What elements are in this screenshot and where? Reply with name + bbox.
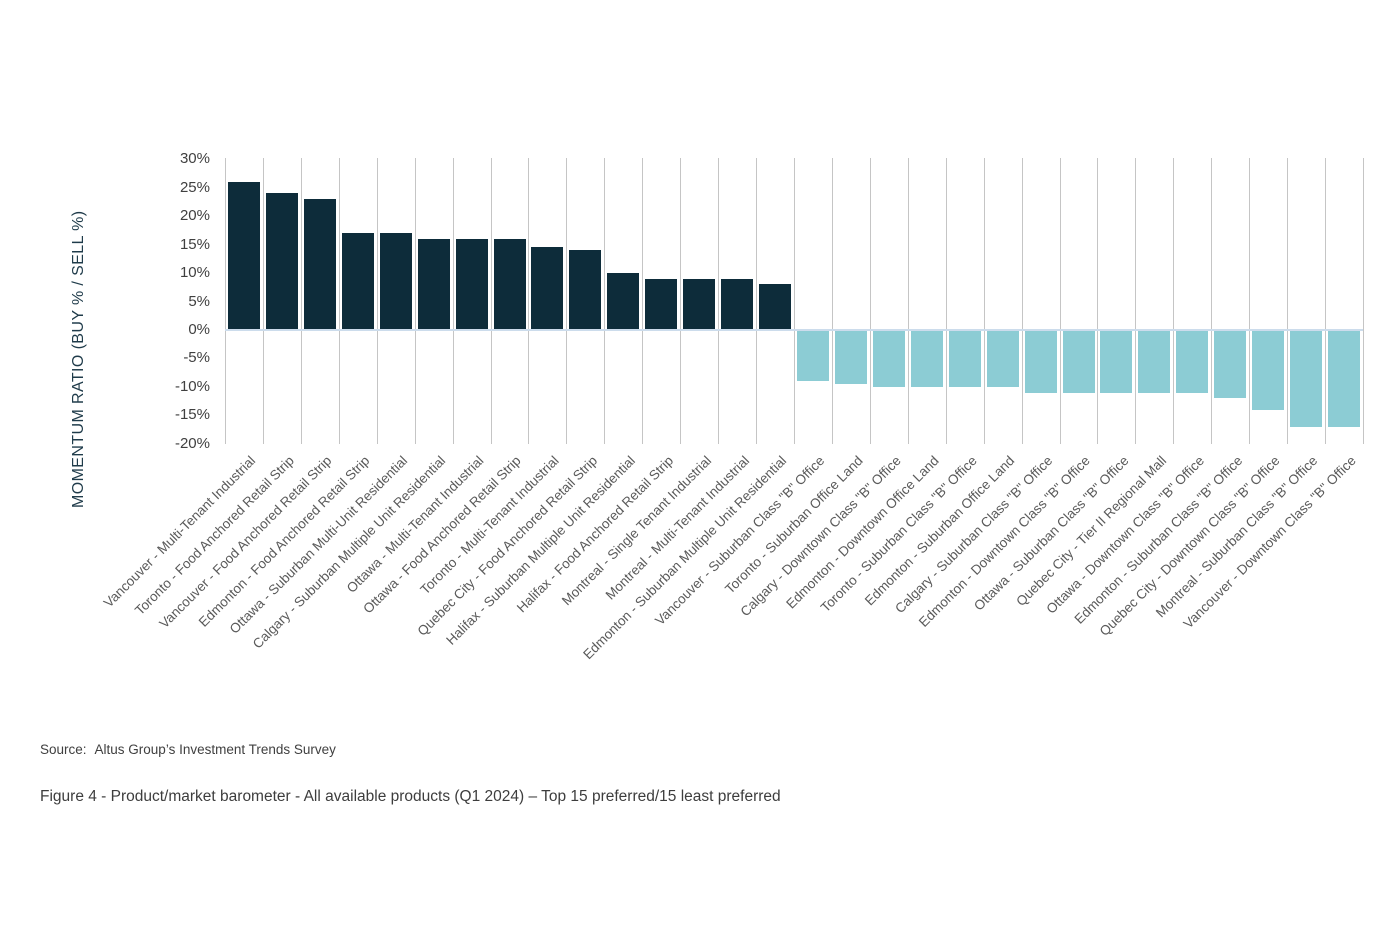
y-tick-label: -20% (174, 434, 210, 452)
gridline (718, 158, 720, 444)
bar (1176, 330, 1209, 393)
y-tick-label: 20% (179, 207, 210, 225)
bar (683, 278, 716, 330)
bar (1100, 330, 1133, 393)
bar (417, 238, 450, 330)
gridline (1211, 158, 1213, 444)
gridline (566, 158, 568, 444)
gridline (528, 158, 530, 444)
bar (569, 250, 602, 330)
y-tick-label: 0% (188, 321, 210, 338)
y-tick-label: 30% (179, 150, 210, 168)
bar (1328, 330, 1361, 427)
bar (1214, 330, 1247, 399)
figure-caption: Figure 4 - Product/market barometer - Al… (40, 788, 781, 805)
gridline (983, 158, 985, 444)
bar (455, 238, 488, 330)
gridline (1135, 158, 1137, 444)
gridline (376, 158, 378, 444)
bar (759, 284, 792, 330)
gridline (945, 158, 947, 444)
zero-axis-line (225, 329, 1363, 331)
bar (341, 233, 374, 330)
y-tick-label: 15% (179, 235, 210, 253)
gridline (756, 158, 758, 444)
gridline (452, 158, 454, 444)
bar (645, 278, 678, 330)
gridline (1173, 158, 1175, 444)
gridline (1021, 158, 1023, 444)
bar (531, 247, 564, 330)
bar (493, 238, 526, 330)
bar (227, 182, 260, 330)
bar (872, 330, 905, 387)
y-tick-label: -10% (174, 377, 210, 395)
bar (796, 330, 829, 382)
gridline (1363, 158, 1364, 444)
gridline (300, 158, 302, 444)
gridline (262, 158, 264, 444)
bar (1252, 330, 1285, 410)
y-tick-label: -5% (183, 349, 210, 367)
gridline (1325, 158, 1327, 444)
gridline (490, 158, 492, 444)
bar (948, 330, 981, 387)
bar (303, 199, 336, 330)
gridline (1059, 158, 1061, 444)
bar (1024, 330, 1057, 393)
gridline (1287, 158, 1289, 444)
bar (721, 278, 754, 330)
bar (1290, 330, 1323, 427)
bar (379, 233, 412, 330)
gridline (642, 158, 644, 444)
gridline (1097, 158, 1099, 444)
x-axis-label: Vancouver - Food Anchored Retail Strip (156, 453, 335, 632)
bar (265, 193, 298, 330)
gridline (604, 158, 606, 444)
gridline (1249, 158, 1251, 444)
y-tick-label: 10% (179, 264, 210, 282)
y-tick-label: 25% (179, 178, 210, 196)
y-tick-label: -15% (174, 406, 210, 424)
gridline (414, 158, 416, 444)
source-text: Altus Group’s Investment Trends Survey (94, 742, 336, 757)
gridline (338, 158, 340, 444)
gridline (225, 158, 226, 444)
gridline (680, 158, 682, 444)
bar (1062, 330, 1095, 393)
gridline (907, 158, 909, 444)
gridline (794, 158, 795, 444)
source-label: Source: (40, 742, 87, 757)
bar (986, 330, 1019, 387)
y-tick-label: 5% (188, 292, 210, 310)
source-line: Source: Altus Group’s Investment Trends S… (40, 742, 336, 757)
bar (1138, 330, 1171, 393)
bar (834, 330, 867, 385)
bar (910, 330, 943, 387)
gridline (831, 158, 833, 444)
bar (607, 273, 640, 330)
gridline (869, 158, 871, 444)
